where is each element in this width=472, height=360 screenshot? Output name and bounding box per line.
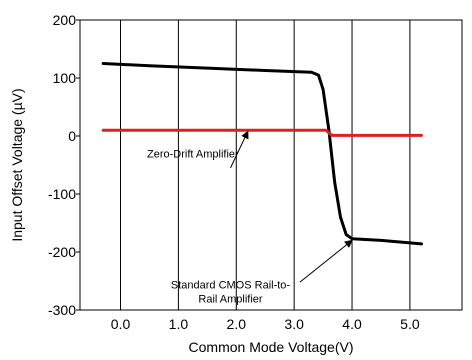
zero-drift-annotation-label: Zero-Drift Amplifier [147, 148, 239, 160]
y-axis-title: Input Offset Voltage (µV) [9, 88, 25, 241]
vertical-gridlines [120, 20, 411, 310]
x-tick-label: 4.0 [342, 316, 362, 332]
annotations: Zero-Drift Amplifier Standard CMOS Rail-t… [147, 130, 353, 306]
series-group [101, 62, 423, 246]
zero-drift-series-line [101, 128, 423, 137]
y-tick-label: -100 [48, 186, 76, 202]
y-tick-label: 0 [68, 128, 76, 144]
y-tick-labels: 200 100 0 -100 -200 -300 [48, 12, 80, 318]
plot-frame [79, 19, 463, 311]
y-tick-label: 200 [53, 12, 77, 28]
cmos-annotation-label: Standard CMOS Rail-to- [171, 280, 291, 292]
annotation-arrow [299, 239, 353, 283]
x-tick-label: 3.0 [284, 316, 304, 332]
x-tick-label: 0.0 [111, 316, 131, 332]
x-tick-labels: 0.0 1.0 2.0 3.0 4.0 5.0 [111, 316, 420, 332]
x-axis-title: Common Mode Voltage(V) [189, 339, 354, 355]
cmos-annotation-label: Rail Amplifier [198, 294, 263, 306]
annotation-arrow [230, 130, 249, 169]
y-tick-label: 100 [53, 70, 77, 86]
x-tick-label: 1.0 [169, 316, 189, 332]
y-tick-label: -300 [48, 302, 76, 318]
cmos-series-line [101, 62, 423, 246]
x-tick-label: 2.0 [227, 316, 247, 332]
y-tick-label: -200 [48, 244, 76, 260]
x-tick-label: 5.0 [400, 316, 420, 332]
